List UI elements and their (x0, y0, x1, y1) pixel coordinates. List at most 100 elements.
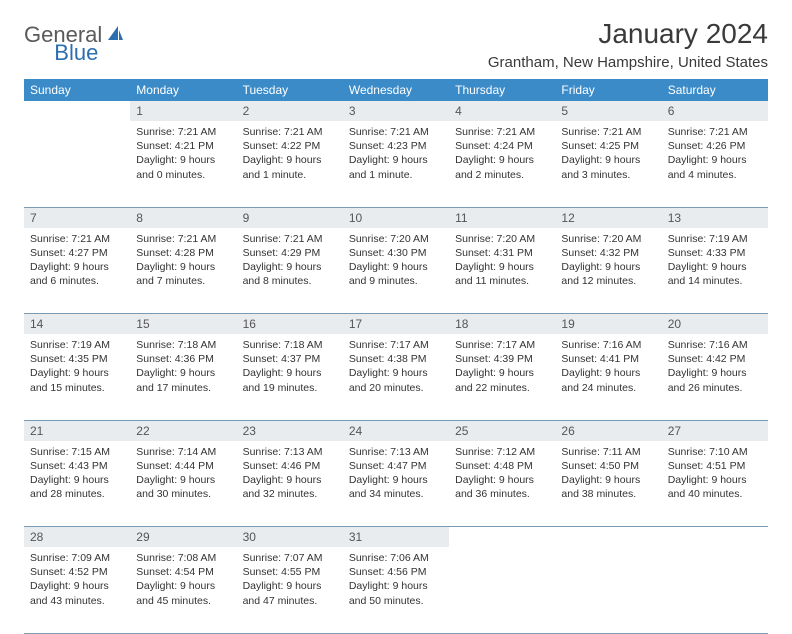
cell-line: Daylight: 9 hours (561, 153, 655, 167)
cell-line: Daylight: 9 hours (243, 366, 337, 380)
day-number-cell: 26 (555, 420, 661, 441)
cell-line: Daylight: 9 hours (668, 366, 762, 380)
cell-line: and 4 minutes. (668, 168, 762, 182)
cell-line: Daylight: 9 hours (668, 260, 762, 274)
cell-line: Sunrise: 7:14 AM (136, 445, 230, 459)
cell-line: Sunrise: 7:16 AM (668, 338, 762, 352)
page-header: General Blue January 2024 Grantham, New … (24, 18, 768, 71)
cell-line: Daylight: 9 hours (668, 473, 762, 487)
weekday-header: Friday (555, 79, 661, 101)
cell-line: Daylight: 9 hours (243, 153, 337, 167)
cell-line: and 19 minutes. (243, 381, 337, 395)
day-content-cell: Sunrise: 7:21 AMSunset: 4:29 PMDaylight:… (237, 228, 343, 314)
cell-line: and 3 minutes. (561, 168, 655, 182)
cell-line: Sunset: 4:43 PM (30, 459, 124, 473)
cell-line: and 2 minutes. (455, 168, 549, 182)
cell-line: Daylight: 9 hours (349, 260, 443, 274)
cell-line: Sunrise: 7:20 AM (561, 232, 655, 246)
day-content-cell (662, 547, 768, 633)
cell-line: and 40 minutes. (668, 487, 762, 501)
cell-line: Daylight: 9 hours (349, 153, 443, 167)
cell-line: and 8 minutes. (243, 274, 337, 288)
cell-line: Daylight: 9 hours (349, 579, 443, 593)
day-content-cell: Sunrise: 7:21 AMSunset: 4:24 PMDaylight:… (449, 121, 555, 207)
cell-line: Sunset: 4:21 PM (136, 139, 230, 153)
day-number-cell: 15 (130, 314, 236, 335)
cell-line: Sunrise: 7:18 AM (136, 338, 230, 352)
cell-line: and 28 minutes. (30, 487, 124, 501)
cell-line: Sunrise: 7:21 AM (561, 125, 655, 139)
cell-line: Sunset: 4:44 PM (136, 459, 230, 473)
day-content-cell: Sunrise: 7:09 AMSunset: 4:52 PMDaylight:… (24, 547, 130, 633)
day-content-cell: Sunrise: 7:16 AMSunset: 4:42 PMDaylight:… (662, 334, 768, 420)
day-content-cell: Sunrise: 7:21 AMSunset: 4:21 PMDaylight:… (130, 121, 236, 207)
logo-text-blue: Blue (54, 40, 98, 66)
cell-line: and 50 minutes. (349, 594, 443, 608)
weekday-header: Thursday (449, 79, 555, 101)
cell-line: Sunset: 4:22 PM (243, 139, 337, 153)
cell-line: Sunrise: 7:21 AM (243, 125, 337, 139)
location-subtitle: Grantham, New Hampshire, United States (488, 54, 768, 71)
cell-line: Sunset: 4:30 PM (349, 246, 443, 260)
cell-line: and 22 minutes. (455, 381, 549, 395)
cell-line: Sunrise: 7:13 AM (349, 445, 443, 459)
day-number-cell: 27 (662, 420, 768, 441)
cell-line: Daylight: 9 hours (136, 473, 230, 487)
cell-line: Daylight: 9 hours (243, 260, 337, 274)
day-number-cell: 1 (130, 101, 236, 121)
cell-line: Sunrise: 7:21 AM (30, 232, 124, 246)
day-number-cell: 11 (449, 207, 555, 228)
cell-line: Daylight: 9 hours (349, 473, 443, 487)
day-number-row: 78910111213 (24, 207, 768, 228)
cell-line: Daylight: 9 hours (136, 153, 230, 167)
day-number-row: 28293031 (24, 527, 768, 548)
day-number-cell (24, 101, 130, 121)
day-number-cell (449, 527, 555, 548)
cell-line: Sunrise: 7:21 AM (243, 232, 337, 246)
cell-line: Sunset: 4:26 PM (668, 139, 762, 153)
calendar-table: SundayMondayTuesdayWednesdayThursdayFrid… (24, 79, 768, 634)
cell-line: Sunset: 4:46 PM (243, 459, 337, 473)
weekday-header: Sunday (24, 79, 130, 101)
cell-line: Daylight: 9 hours (668, 153, 762, 167)
cell-line: Sunrise: 7:19 AM (668, 232, 762, 246)
cell-line: Sunrise: 7:17 AM (349, 338, 443, 352)
cell-line: Daylight: 9 hours (30, 260, 124, 274)
cell-line: Sunrise: 7:16 AM (561, 338, 655, 352)
day-number-cell: 22 (130, 420, 236, 441)
cell-line: and 20 minutes. (349, 381, 443, 395)
cell-line: Sunrise: 7:08 AM (136, 551, 230, 565)
month-title: January 2024 (488, 18, 768, 50)
day-content-row: Sunrise: 7:21 AMSunset: 4:27 PMDaylight:… (24, 228, 768, 314)
day-number-cell: 21 (24, 420, 130, 441)
cell-line: Daylight: 9 hours (136, 260, 230, 274)
cell-line: Daylight: 9 hours (455, 366, 549, 380)
cell-line: and 1 minute. (243, 168, 337, 182)
cell-line: and 43 minutes. (30, 594, 124, 608)
day-number-cell: 6 (662, 101, 768, 121)
cell-line: Sunset: 4:31 PM (455, 246, 549, 260)
day-content-cell (555, 547, 661, 633)
day-content-row: Sunrise: 7:19 AMSunset: 4:35 PMDaylight:… (24, 334, 768, 420)
day-number-cell: 18 (449, 314, 555, 335)
cell-line: and 30 minutes. (136, 487, 230, 501)
cell-line: Sunset: 4:27 PM (30, 246, 124, 260)
day-content-row: Sunrise: 7:09 AMSunset: 4:52 PMDaylight:… (24, 547, 768, 633)
cell-line: Sunset: 4:23 PM (349, 139, 443, 153)
title-block: January 2024 Grantham, New Hampshire, Un… (488, 18, 768, 71)
day-content-cell: Sunrise: 7:10 AMSunset: 4:51 PMDaylight:… (662, 441, 768, 527)
day-number-row: 123456 (24, 101, 768, 121)
day-content-cell: Sunrise: 7:15 AMSunset: 4:43 PMDaylight:… (24, 441, 130, 527)
cell-line: Daylight: 9 hours (561, 366, 655, 380)
day-content-cell: Sunrise: 7:21 AMSunset: 4:26 PMDaylight:… (662, 121, 768, 207)
cell-line: Sunrise: 7:21 AM (136, 125, 230, 139)
day-content-cell: Sunrise: 7:12 AMSunset: 4:48 PMDaylight:… (449, 441, 555, 527)
cell-line: Sunset: 4:38 PM (349, 352, 443, 366)
cell-line: Daylight: 9 hours (136, 366, 230, 380)
day-content-row: Sunrise: 7:15 AMSunset: 4:43 PMDaylight:… (24, 441, 768, 527)
day-number-cell: 25 (449, 420, 555, 441)
calendar-body: 123456Sunrise: 7:21 AMSunset: 4:21 PMDay… (24, 101, 768, 633)
cell-line: Sunrise: 7:17 AM (455, 338, 549, 352)
cell-line: Sunset: 4:32 PM (561, 246, 655, 260)
cell-line: Daylight: 9 hours (243, 473, 337, 487)
